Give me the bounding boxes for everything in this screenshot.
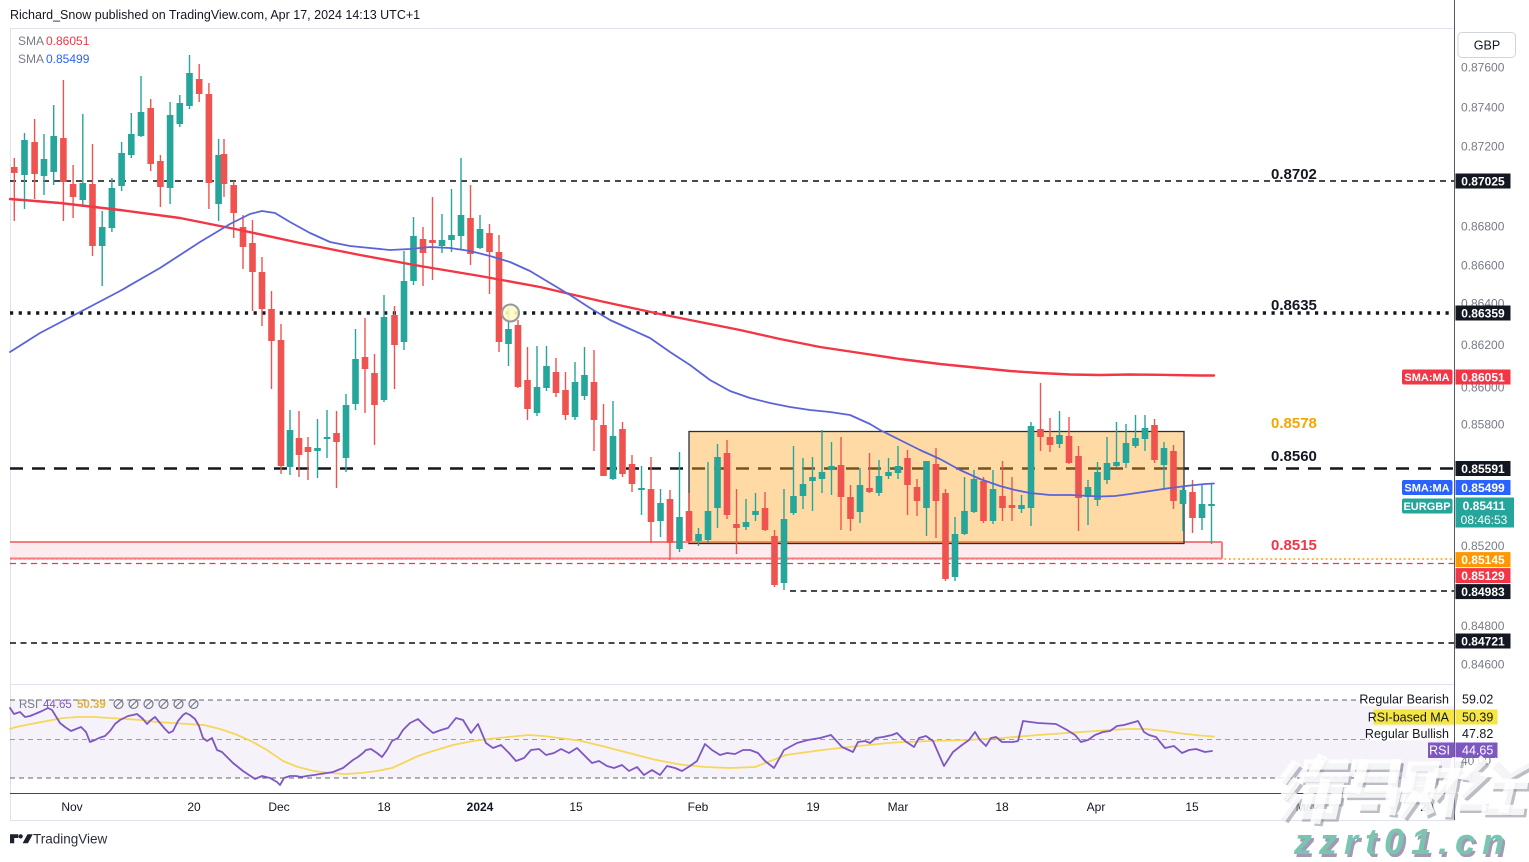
svg-text:0.85800: 0.85800 xyxy=(1461,418,1505,432)
svg-text:TradingView: TradingView xyxy=(33,832,108,847)
svg-text:0.8560: 0.8560 xyxy=(1271,448,1317,465)
svg-text:SMA:MA: SMA:MA xyxy=(1404,372,1449,384)
svg-text:2024: 2024 xyxy=(467,800,494,814)
svg-text:0.85591: 0.85591 xyxy=(1461,462,1505,476)
svg-text:50.39: 50.39 xyxy=(1462,711,1493,725)
svg-text:0.86600: 0.86600 xyxy=(1461,259,1505,273)
svg-text:0.87600: 0.87600 xyxy=(1461,61,1505,75)
svg-text:0.8515: 0.8515 xyxy=(1271,537,1317,554)
svg-text:19: 19 xyxy=(806,800,820,814)
svg-text:0.85411: 0.85411 xyxy=(1463,499,1506,513)
svg-text:0.8578: 0.8578 xyxy=(1271,415,1317,432)
svg-text:18: 18 xyxy=(995,800,1009,814)
svg-text:0.86051: 0.86051 xyxy=(1461,371,1505,385)
svg-text:EURGBP: EURGBP xyxy=(1403,501,1450,513)
svg-text:0.84800: 0.84800 xyxy=(1461,619,1505,633)
svg-text:0.87400: 0.87400 xyxy=(1461,101,1505,115)
svg-text:Dec: Dec xyxy=(268,800,289,814)
svg-text:47.82: 47.82 xyxy=(1462,727,1493,741)
svg-text:Regular Bullish: Regular Bullish xyxy=(1365,727,1449,741)
svg-text:20: 20 xyxy=(187,800,201,814)
svg-text:0.8635: 0.8635 xyxy=(1271,297,1317,314)
svg-text:RSI: RSI xyxy=(1429,744,1450,758)
svg-text:zzrt01.cn: zzrt01.cn xyxy=(1293,821,1511,857)
svg-text:Richard_Snow published on Trad: Richard_Snow published on TradingView.co… xyxy=(10,8,420,22)
svg-text:0.87200: 0.87200 xyxy=(1461,140,1505,154)
svg-text:0.86200: 0.86200 xyxy=(1461,338,1505,352)
svg-text:44.65: 44.65 xyxy=(1462,744,1493,758)
svg-text:50.39: 50.39 xyxy=(77,699,106,711)
svg-text:44.65: 44.65 xyxy=(43,699,72,711)
svg-text:0.8702: 0.8702 xyxy=(1271,166,1317,183)
svg-text:SMA: SMA xyxy=(18,52,44,66)
svg-text:0.85499: 0.85499 xyxy=(1461,481,1505,495)
svg-text:Apr: Apr xyxy=(1087,800,1106,814)
svg-text:59.02: 59.02 xyxy=(1462,693,1493,707)
svg-text:18: 18 xyxy=(377,800,391,814)
svg-text:0.87025: 0.87025 xyxy=(1461,175,1505,189)
svg-text:08:46:53: 08:46:53 xyxy=(1461,513,1508,527)
svg-text:SMA:MA: SMA:MA xyxy=(1404,483,1449,495)
svg-text:15: 15 xyxy=(569,800,583,814)
svg-text:0.86800: 0.86800 xyxy=(1461,220,1505,234)
svg-text:0.84600: 0.84600 xyxy=(1461,658,1505,672)
svg-text:Feb: Feb xyxy=(688,800,709,814)
svg-text:0.84721: 0.84721 xyxy=(1461,635,1505,649)
svg-text:0.85145: 0.85145 xyxy=(1461,553,1505,567)
svg-text:0.85129: 0.85129 xyxy=(1461,569,1505,583)
svg-text:Mar: Mar xyxy=(888,800,909,814)
svg-text:0.85200: 0.85200 xyxy=(1461,539,1505,553)
svg-text:0.84983: 0.84983 xyxy=(1461,585,1505,599)
svg-text:Nov: Nov xyxy=(61,800,82,814)
svg-text:SMA: SMA xyxy=(18,34,44,48)
svg-text:Regular Bearish: Regular Bearish xyxy=(1359,693,1449,707)
svg-text:0.86051: 0.86051 xyxy=(46,34,90,48)
svg-text:0.85499: 0.85499 xyxy=(46,52,90,66)
svg-text:RSI-based MA: RSI-based MA xyxy=(1368,711,1450,725)
svg-text:15: 15 xyxy=(1185,800,1199,814)
svg-text:GBP: GBP xyxy=(1474,39,1500,53)
svg-text:RSI: RSI xyxy=(19,699,38,711)
svg-text:0.86359: 0.86359 xyxy=(1461,307,1505,321)
